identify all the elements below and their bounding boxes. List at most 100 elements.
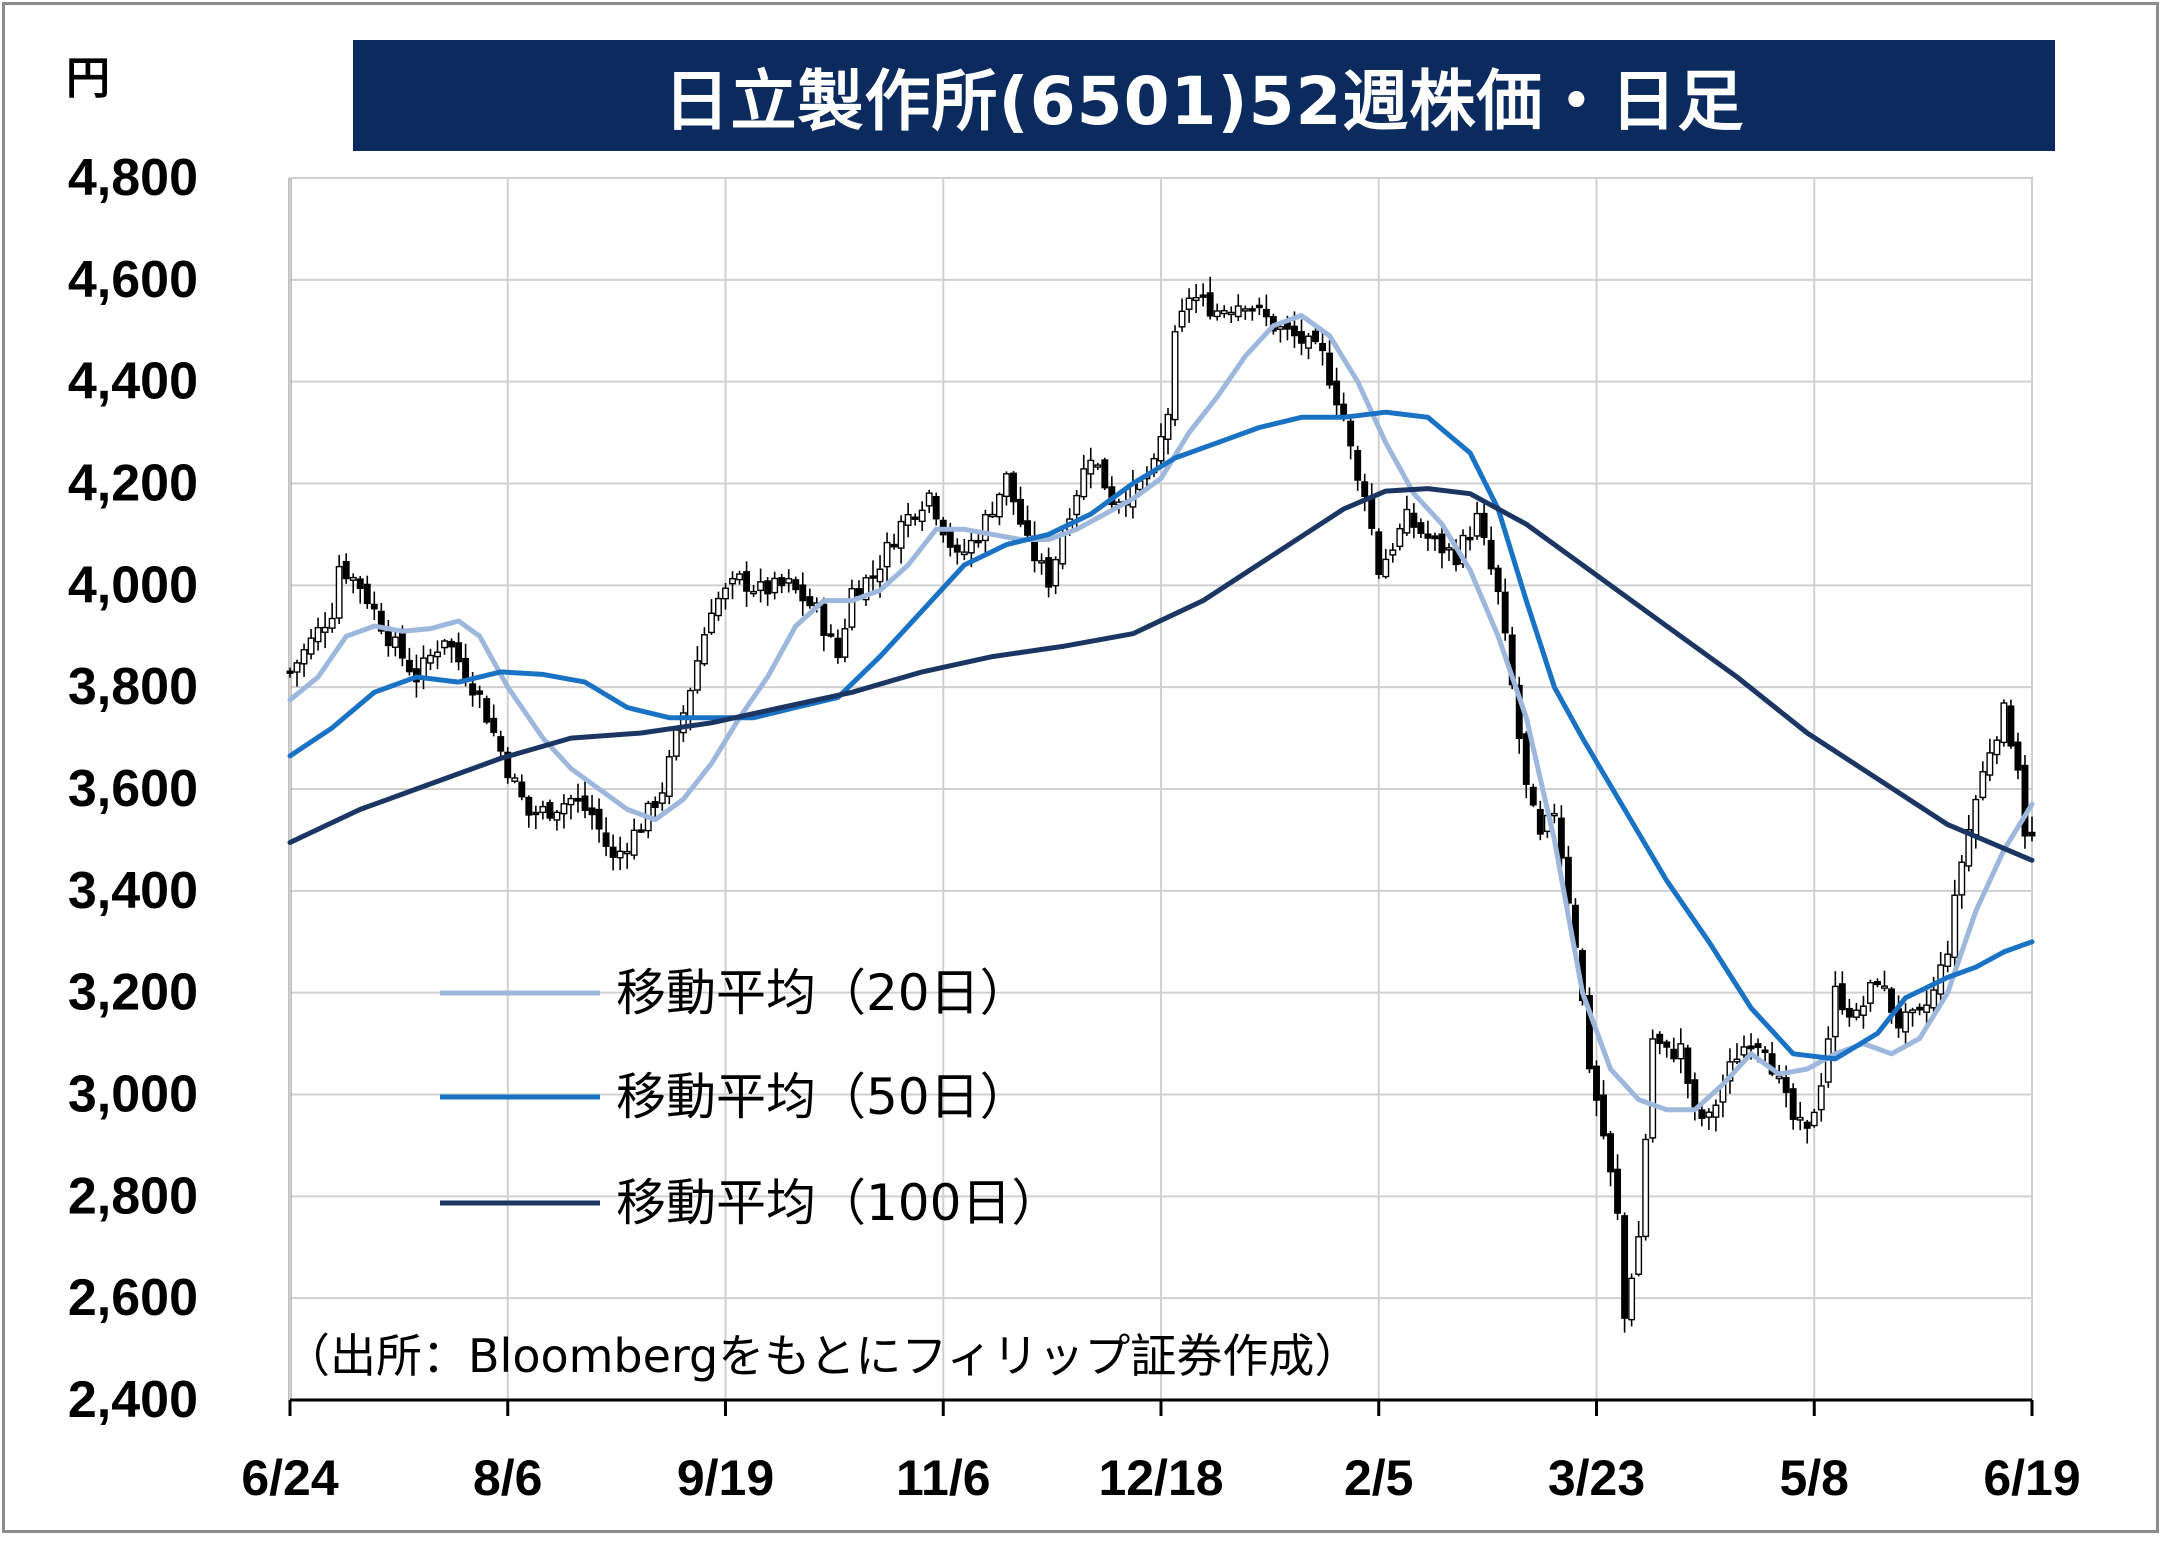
candle [560,794,568,829]
candle [1663,1039,1671,1058]
candle [1698,1104,1706,1127]
candle-body [574,797,582,802]
candle-body [1157,435,1165,462]
candle [1761,1045,1769,1062]
candle-body [1909,1009,1917,1014]
candle [602,817,610,857]
candle-body [1930,989,1938,1009]
candle [848,579,856,631]
candle-body [1789,1088,1797,1120]
candle-body [665,756,673,797]
candle [504,747,512,784]
candle [441,638,448,655]
candle [1094,462,1102,471]
candle-body [1101,459,1109,489]
candle-body [1670,1048,1678,1060]
candle-body [700,634,708,665]
candle-body [1347,420,1355,447]
y-tick-label: 3,600 [68,760,198,818]
candle [679,705,687,742]
candle [1607,1131,1614,1187]
candle-body [2014,741,2022,771]
candle-body [729,578,736,585]
candle [483,695,491,725]
y-tick-label: 4,400 [68,353,198,411]
candle [1431,532,1439,552]
candle [1859,995,1867,1029]
candle-body [497,736,505,752]
candle-body [820,603,828,636]
candle [1677,1028,1685,1074]
candle [736,570,743,585]
candle-body [995,493,1003,518]
x-tick-label: 9/19 [677,1450,774,1506]
candle [532,805,540,830]
candle [335,554,343,625]
candle [2014,732,2022,780]
candle-body [567,797,575,806]
candle-body [490,717,498,733]
candle-body [1902,1011,1910,1033]
candle-body [981,514,989,542]
candle-body [1614,1168,1622,1214]
y-tick-label: 3,800 [68,658,198,716]
candle [1733,1043,1741,1065]
candle [1944,940,1952,973]
candle-body [427,654,434,664]
candle [1101,457,1109,491]
candle [869,560,877,592]
candle [1852,1002,1860,1021]
candle-body [1649,1038,1657,1139]
moving-average-line [287,409,2035,1062]
candle-body [1080,468,1088,498]
candle-body [1782,1077,1790,1094]
candle-body [1354,450,1362,481]
candle-body [988,513,996,518]
candle-body [679,712,687,734]
candle [1614,1154,1622,1221]
x-tick-label: 8/6 [473,1450,543,1506]
candle-body [1852,1009,1860,1018]
candle-body [1487,539,1495,570]
candle [356,575,364,604]
candle-body [672,729,680,757]
candle [553,809,561,831]
candle [1536,800,1544,841]
candle-body [1866,981,1874,1004]
y-tick-label: 2,800 [68,1167,198,1225]
candle-body [1206,292,1214,317]
candle [1382,548,1390,579]
candle-body [1810,1111,1818,1127]
candle-body [1024,520,1031,536]
candle-body [1389,549,1397,556]
candle [623,842,631,869]
candle-body [1248,308,1256,312]
candle-body [764,580,772,595]
candle-body [1438,533,1446,554]
candle-body [1796,1116,1804,1121]
candle [785,569,793,593]
candle [743,561,751,607]
candle-body [1965,829,1973,867]
candle-body [328,617,336,629]
candle-body [1838,983,1846,1011]
candle-body [462,657,470,682]
candle [1087,447,1095,489]
candle [349,573,357,594]
candle-body [806,596,814,607]
candle-body [1923,1004,1931,1013]
candle [511,773,519,784]
candle-body [1431,535,1439,540]
candle-body [651,801,659,809]
candle [2000,699,2008,747]
candle [630,818,638,860]
x-tick-label: 12/18 [1098,1450,1223,1506]
moving-average-line [287,313,2035,1113]
candle [391,628,399,657]
candle-body [1220,309,1228,315]
candle [1874,978,1881,988]
candle [1185,288,1193,323]
candle-body [883,541,891,568]
candle [1361,473,1369,512]
candle-body [1003,473,1010,498]
